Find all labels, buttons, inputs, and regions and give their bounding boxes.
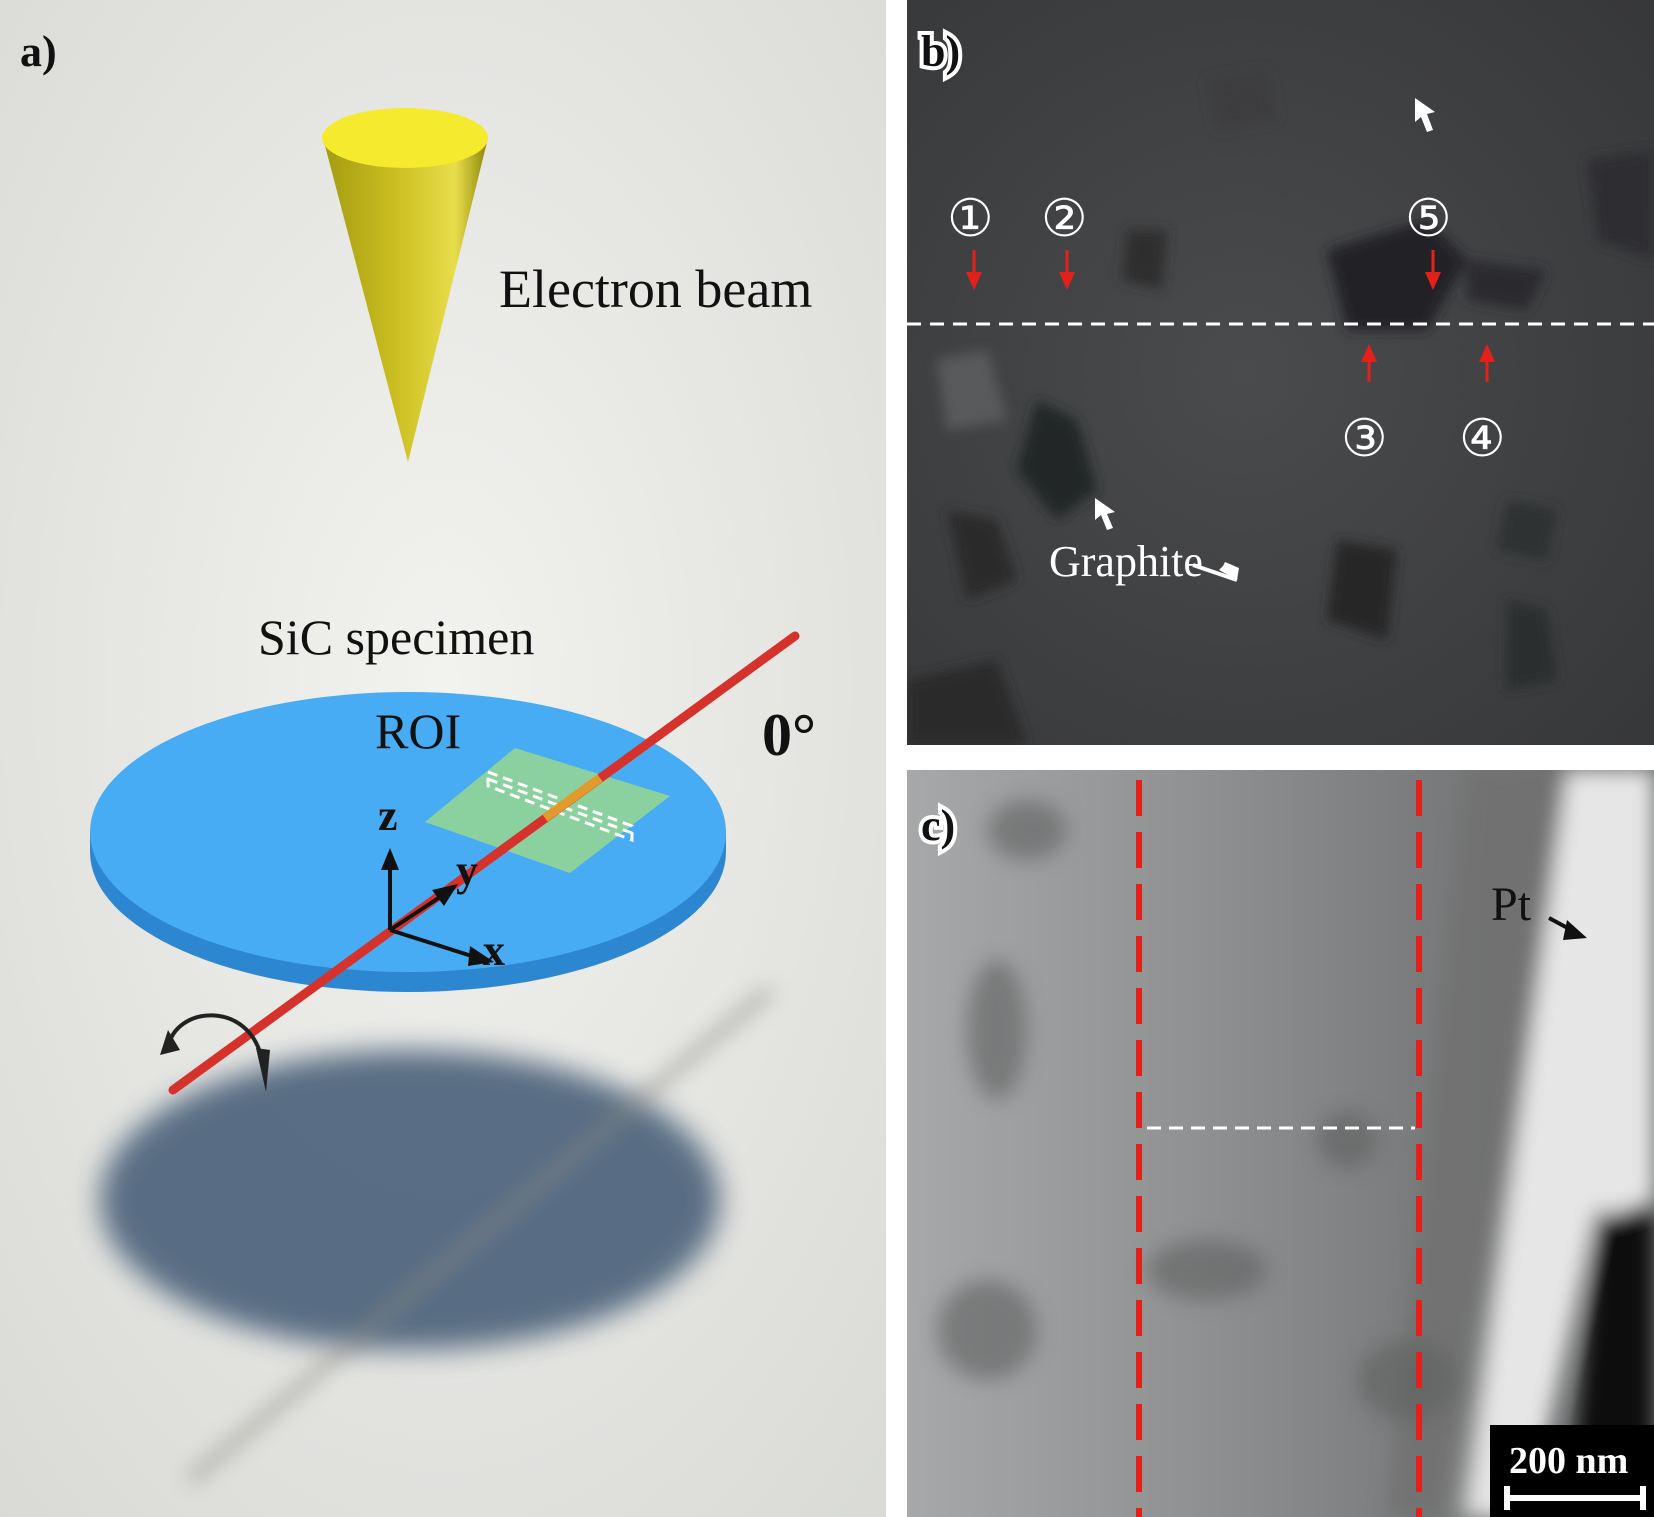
- coordinate-axes: [381, 848, 494, 966]
- marker-4: ④: [1459, 411, 1506, 468]
- red-marker-arrows: [966, 250, 1495, 382]
- white-pointer-arrows: [1095, 98, 1435, 582]
- pt-label: Pt: [1491, 878, 1532, 931]
- roi-dashed-slab: [486, 769, 634, 843]
- sic-specimen-disc: [90, 692, 726, 992]
- rod-shadow: [185, 984, 775, 1486]
- scale-bar: 200 nm: [1490, 1425, 1654, 1517]
- axis-y-label: y: [456, 846, 478, 895]
- panel-b-micrograph: ① ② ③ ④ ⑤ Graphite b): [907, 0, 1654, 745]
- electron-beam-label: Electron beam: [499, 259, 812, 319]
- graphite-label: Graphite: [1049, 537, 1203, 586]
- panel-a-letter: a): [20, 27, 57, 76]
- graphite-grains: [907, 70, 1654, 745]
- pt-arrow-icon: [1548, 916, 1587, 940]
- angle-label: 0°: [762, 702, 816, 768]
- rotation-axis-rod: [168, 631, 800, 1095]
- marker-3: ③: [1341, 411, 1388, 468]
- scale-bar-label: 200 nm: [1509, 1440, 1628, 1482]
- marker-2: ②: [1041, 191, 1088, 248]
- roi-label: ROI: [375, 703, 461, 759]
- specimen-label: SiC specimen: [258, 609, 534, 665]
- specimen-shadow: [100, 1050, 720, 1350]
- panel-b-letter-badge: b): [917, 23, 964, 80]
- panel-a-schematic: a) Electron beam SiC specimen ROI 0° z y…: [0, 0, 886, 1517]
- axis-x-label: x: [483, 926, 505, 975]
- circled-markers: ① ② ③ ④ ⑤: [947, 191, 1506, 468]
- rod-highlight: [542, 774, 603, 822]
- marker-5: ⑤: [1405, 191, 1452, 248]
- marker-1: ①: [947, 191, 994, 248]
- roi-region: [425, 748, 670, 873]
- panel-c-micrograph: Pt 200 nm c): [907, 770, 1654, 1517]
- rotation-arrow-icon: [160, 1013, 270, 1092]
- axis-z-label: z: [378, 791, 398, 840]
- svg-text:b): b): [921, 27, 960, 76]
- boundary-red-dashed-lines: [1136, 780, 1422, 1517]
- panel-c-letter-badge: c): [917, 797, 959, 854]
- electron-beam-cone: [322, 108, 488, 462]
- svg-text:c): c): [921, 801, 955, 850]
- specimen-texture: [937, 800, 1457, 1420]
